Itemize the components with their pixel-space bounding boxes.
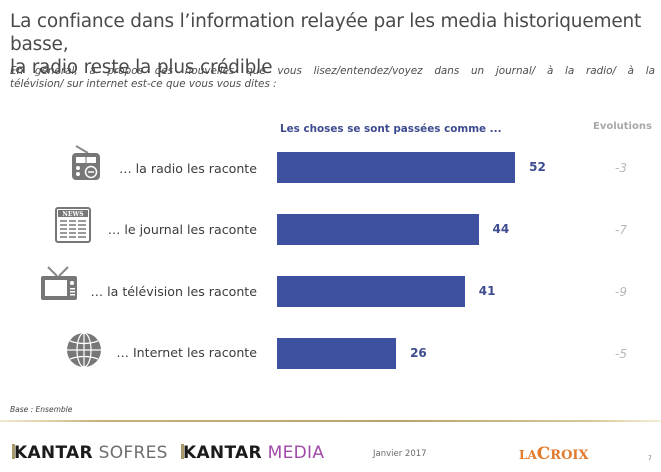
footer-separator [0,420,661,422]
evolution-internet: -5 [615,347,627,361]
bar-radio [277,152,516,183]
title-line-1: La confiance dans l’information relayée … [10,11,642,55]
survey-question: En général, à propos des nouvelles que v… [10,65,655,91]
category-label-radio: … la radio les raconte [119,161,257,176]
kantar-mark [181,444,184,459]
report-date: Janvier 2017 [373,449,427,459]
bar-internet [277,338,397,369]
chart-title: Les choses se sont passées comme ... [280,123,502,135]
evolution-television: -9 [615,285,627,299]
evolution-journal: -7 [615,223,627,237]
category-label-television: … la télévision les raconte [90,284,257,299]
question-line-1: En général, à propos des nouvelles que v… [10,65,655,77]
question-line-2: télévision/ sur internet est-ce que vous… [10,78,277,90]
newspaper-icon: NEWS [55,207,91,243]
category-label-journal: … le journal les raconte [107,222,257,237]
bar-television [277,276,465,307]
value-label-journal: 44 [492,222,510,236]
kantar-sofres-logo: KANTAR SOFRES [12,443,168,463]
category-label-internet: … Internet les raconte [116,345,257,360]
bar-journal [277,214,479,245]
page-title: La confiance dans l’information relayée … [10,10,660,79]
kantar-media-logo: KANTAR MEDIA [181,443,325,463]
value-label-radio: 52 [529,160,546,174]
base-note: Base : Ensemble [10,405,73,414]
radio-icon [72,145,100,180]
value-label-television: 41 [478,284,496,298]
television-icon [41,266,77,300]
globe-icon [67,332,101,368]
evolution-radio: -3 [615,161,627,175]
value-label-internet: 26 [410,346,427,360]
page-number: 7 [648,455,652,462]
title-line-2: la radio reste la plus crédible [10,57,273,78]
la-croix-logo: LACROIX [519,444,589,464]
kantar-mark [12,444,15,459]
svg-text:NEWS: NEWS [62,211,83,218]
evolutions-header: Evolutions [593,121,652,132]
